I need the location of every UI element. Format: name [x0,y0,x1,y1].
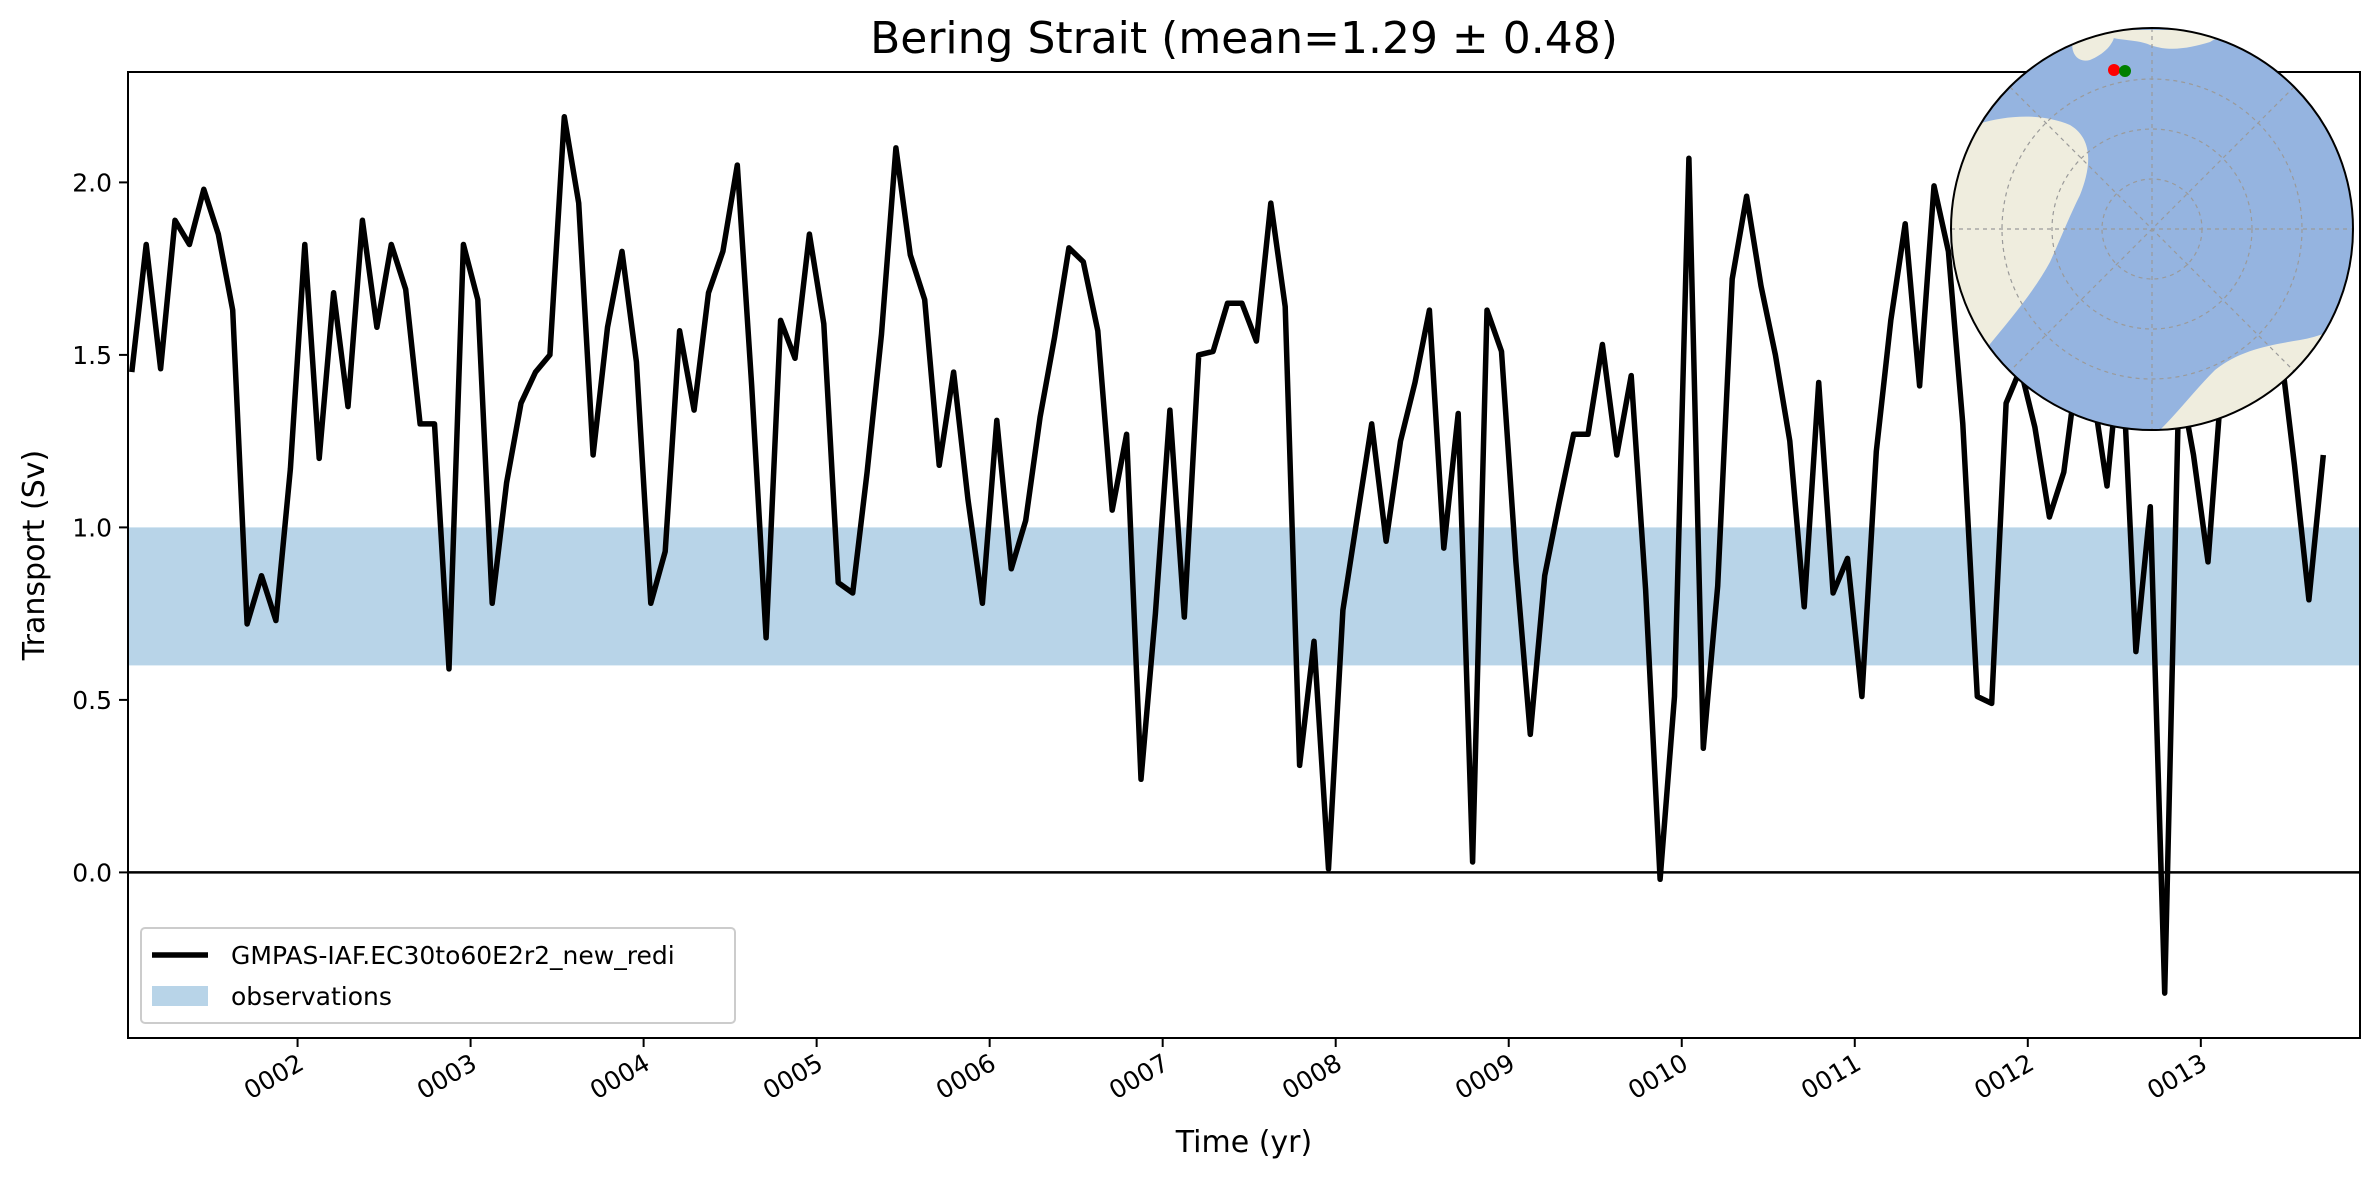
x-tick-label: 0010 [1623,1048,1693,1105]
y-axis: 0.0 0.5 1.0 1.5 2.0 [72,168,128,887]
x-axis-label: Time (yr) [1175,1125,1312,1160]
section-start-marker [2108,64,2120,76]
legend-box [140,927,736,1024]
section-end-marker [2119,65,2131,77]
legend-observations-label: observations [231,982,392,1011]
x-tick-label: 0011 [1796,1048,1866,1105]
x-tick-label: 0007 [1104,1048,1174,1105]
plot-frame [127,71,2361,1039]
x-tick-label: 0004 [585,1048,655,1105]
y-tick-label: 0.5 [72,686,112,715]
inset-map [1950,27,2354,431]
x-tick-label: 0002 [239,1048,309,1105]
y-axis-label: Transport (Sv) [17,450,52,662]
x-tick-label: 0005 [758,1048,828,1105]
legend: GMPAS-IAF.EC30to60E2r2_new_redi observat… [140,927,736,1024]
y-tick-label: 0.0 [72,858,112,887]
y-tick-label: 2.0 [72,168,112,197]
legend-observations-swatch [152,986,208,1006]
chart-title: Bering Strait (mean=1.29 ± 0.48) [870,13,1618,64]
x-tick-label: 0008 [1277,1048,1347,1105]
legend-series-label: GMPAS-IAF.EC30to60E2r2_new_redi [231,941,675,970]
inset-map-border [1950,27,2354,431]
x-tick-label: 0012 [1969,1048,2039,1105]
x-axis: 0002 0003 0004 0005 0006 0007 0008 0009 0010 0011… [239,1038,2212,1105]
x-tick-label: 0006 [931,1048,1001,1105]
observations-band [128,527,2360,666]
series-line-GMPAS-IAF [129,114,2327,996]
x-tick-label: 0003 [412,1048,482,1105]
y-tick-label: 1.5 [72,341,112,370]
land-siberia [2090,30,2230,49]
x-tick-label: 0013 [2142,1048,2212,1105]
inset-map-graticule [1951,28,2353,430]
x-tick-label: 0009 [1450,1048,1520,1105]
y-tick-label: 1.0 [72,513,112,542]
